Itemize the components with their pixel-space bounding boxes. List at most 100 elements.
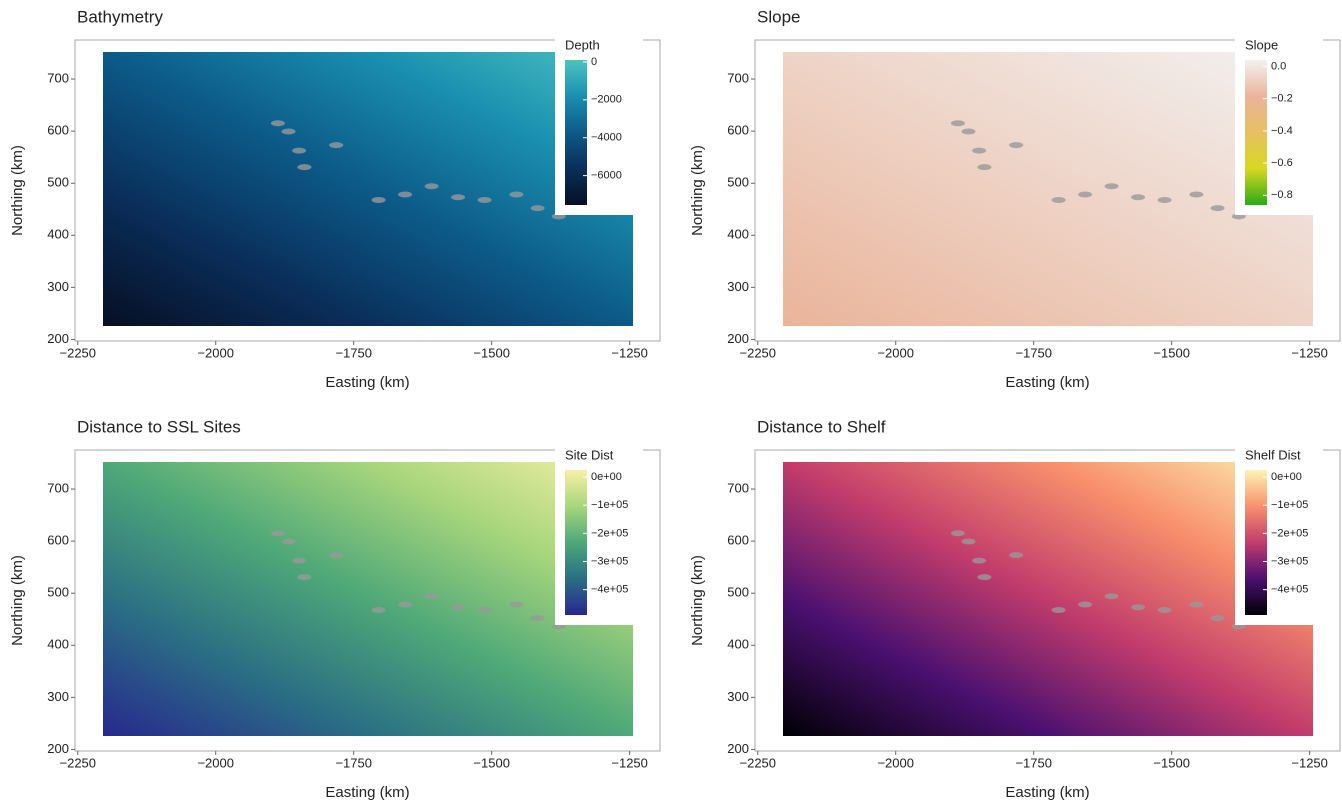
legend-title: Site Dist	[565, 447, 614, 462]
x-tick-label: −1250	[1291, 345, 1328, 360]
y-tick-label: 600	[727, 533, 749, 548]
colorbar-tick-label: −2e+05	[1271, 527, 1308, 539]
x-axis-title: Easting (km)	[1005, 784, 1089, 801]
colorbar-tick-label: 0e+00	[591, 471, 622, 483]
y-tick-label: 600	[727, 123, 749, 138]
colorbar-tick-label: 0	[591, 56, 597, 68]
x-tick-label: −1500	[1153, 755, 1190, 770]
island	[270, 530, 285, 537]
y-tick-label: 200	[47, 331, 69, 346]
island	[281, 538, 296, 545]
x-tick-label: −1250	[1291, 755, 1328, 770]
y-tick-label: 300	[727, 279, 749, 294]
plot-frame	[74, 39, 661, 342]
island	[961, 538, 976, 545]
island	[1157, 196, 1172, 203]
island	[950, 120, 965, 127]
colorbar-tick-label: −1e+05	[1271, 499, 1308, 511]
colorbar-tick-label: −2000	[591, 94, 622, 106]
x-tick-label: −2000	[197, 345, 234, 360]
panel-title: Distance to SSL Sites	[77, 417, 241, 436]
island	[270, 120, 285, 127]
y-tick-label: 700	[727, 480, 749, 495]
colorbar-tick-label: −4000	[591, 132, 622, 144]
island	[1009, 142, 1024, 149]
x-axis-title: Easting (km)	[1005, 374, 1089, 391]
island	[1210, 615, 1225, 622]
plot-frame	[754, 39, 1341, 342]
island	[281, 128, 296, 135]
y-tick-label: 700	[47, 480, 69, 495]
island	[292, 557, 307, 564]
island	[972, 147, 987, 154]
island	[530, 615, 545, 622]
raster	[103, 52, 633, 326]
island	[1051, 196, 1066, 203]
colorbar-tick-label: −6000	[591, 170, 622, 182]
island	[977, 574, 992, 581]
panel: Slope Easting (km) Northing (km) −2250 −2000…	[689, 7, 1341, 391]
island	[451, 194, 466, 201]
island	[297, 574, 312, 581]
x-axis-title: Easting (km)	[325, 374, 409, 391]
colorbar	[565, 470, 587, 615]
island	[371, 606, 386, 613]
colorbar-tick-label: −1e+05	[591, 499, 628, 511]
plot-frame	[754, 449, 1341, 752]
x-tick-label: −1750	[1015, 755, 1052, 770]
raster	[783, 52, 1313, 326]
y-tick-label: 500	[727, 175, 749, 190]
x-tick-label: −1500	[473, 755, 510, 770]
y-tick-label: 200	[727, 331, 749, 346]
y-tick-label: 500	[47, 585, 69, 600]
colorbar-tick-label: −0.4	[1271, 125, 1293, 137]
island	[371, 196, 386, 203]
x-tick-label: −2000	[877, 345, 914, 360]
x-tick-label: −1500	[473, 345, 510, 360]
legend-title: Depth	[565, 37, 600, 52]
y-tick-label: 500	[727, 585, 749, 600]
x-tick-label: −1250	[611, 755, 648, 770]
panel-title: Bathymetry	[77, 7, 163, 26]
colorbar-tick-label: −4e+05	[1271, 584, 1308, 596]
colorbar	[1245, 60, 1267, 205]
x-tick-label: −1750	[335, 755, 372, 770]
y-tick-label: 600	[47, 533, 69, 548]
y-tick-label: 400	[727, 227, 749, 242]
x-tick-label: −1250	[611, 345, 648, 360]
x-axis-title: Easting (km)	[325, 784, 409, 801]
island	[977, 164, 992, 171]
island	[1078, 191, 1093, 198]
x-tick-label: −2250	[740, 755, 777, 770]
x-tick-label: −2250	[740, 345, 777, 360]
x-tick-label: −2000	[877, 755, 914, 770]
island	[509, 191, 524, 198]
island	[1078, 601, 1093, 608]
colorbar-tick-label: −3e+05	[1271, 555, 1308, 567]
island	[1131, 194, 1146, 201]
y-tick-label: 200	[47, 741, 69, 756]
island	[398, 601, 413, 608]
x-tick-label: −1500	[1153, 345, 1190, 360]
x-tick-label: −2250	[60, 345, 97, 360]
x-tick-label: −1750	[335, 345, 372, 360]
island	[477, 196, 492, 203]
island	[1051, 606, 1066, 613]
colorbar-tick-label: 0e+00	[1271, 471, 1302, 483]
colorbar	[565, 60, 587, 205]
colorbar-tick-label: −0.2	[1271, 93, 1293, 105]
island	[329, 142, 344, 149]
y-axis-title: Northing (km)	[9, 555, 26, 646]
raster	[783, 462, 1313, 736]
island	[972, 557, 987, 564]
colorbar-tick-label: −0.6	[1271, 157, 1293, 169]
y-tick-label: 400	[47, 637, 69, 652]
island	[292, 147, 307, 154]
colorbar-tick-label: −3e+05	[591, 555, 628, 567]
island	[329, 552, 344, 559]
y-axis-title: Northing (km)	[689, 555, 706, 646]
colorbar-tick-label: 0.0	[1271, 60, 1286, 72]
y-tick-label: 500	[47, 175, 69, 190]
island	[1157, 606, 1172, 613]
